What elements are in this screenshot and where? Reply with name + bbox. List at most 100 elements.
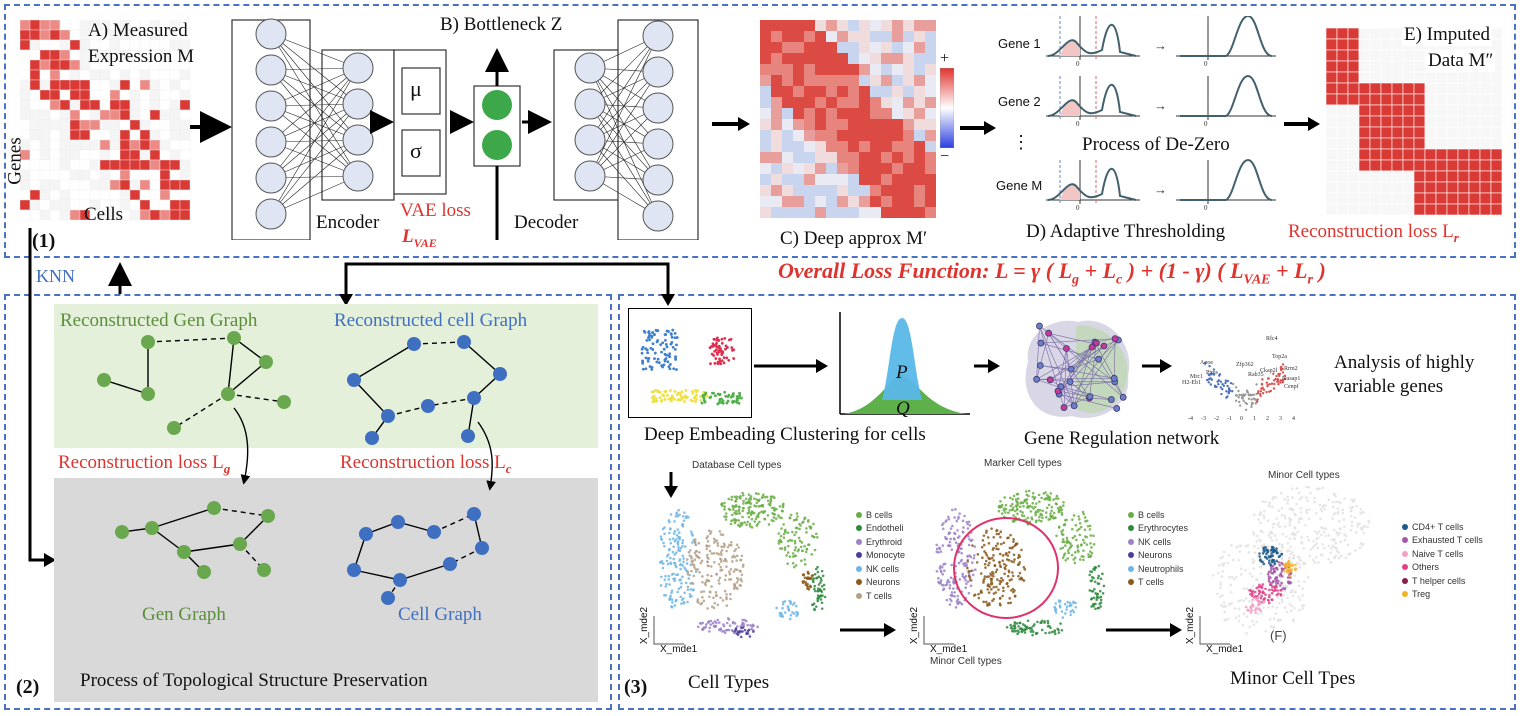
volcano-point [1221, 382, 1224, 386]
network-node [255, 54, 287, 86]
heatmap-cell [903, 174, 914, 185]
umap-point [1300, 540, 1303, 544]
umap-point [668, 538, 672, 541]
volcano-point [1246, 391, 1250, 394]
umap-point [995, 529, 998, 533]
grn-edge [1048, 333, 1072, 370]
umap-point [1071, 527, 1074, 531]
umap-point [1277, 509, 1281, 513]
umap-point [772, 506, 776, 510]
scatter-point [673, 347, 677, 351]
umap-point [728, 508, 732, 512]
umap-point [1073, 556, 1077, 559]
scatter-point [715, 336, 719, 340]
umap-point [1269, 531, 1272, 535]
umap-point [1274, 496, 1278, 499]
umap-point [1031, 633, 1034, 637]
gene-label: Rrm2 [1284, 366, 1298, 372]
scatter-point [732, 357, 736, 360]
umap-point [676, 590, 679, 594]
volcano-point [1268, 383, 1271, 386]
heatmap-cell [837, 31, 848, 42]
umap-point [1294, 590, 1297, 594]
umap-point [1078, 533, 1082, 537]
umap-point [706, 540, 710, 543]
umap-point [1289, 572, 1293, 575]
heatmap-cell [782, 53, 793, 64]
umap-point [1319, 517, 1322, 521]
umap-point [1020, 630, 1024, 634]
umap-point [682, 560, 685, 564]
umap-point [1336, 507, 1340, 510]
volcano-point [1224, 381, 1227, 385]
umap-point [1272, 625, 1276, 629]
scatter-point [695, 390, 698, 394]
umap-point [1071, 608, 1074, 612]
umap-point [1314, 512, 1318, 515]
umap-point [1048, 631, 1051, 635]
heatmap-cell [881, 141, 892, 152]
scatter-point [715, 345, 718, 348]
umap-point [750, 526, 754, 529]
encoder-label: Encoder [316, 212, 380, 233]
grn-node [1107, 396, 1115, 403]
legend-item: Neurons [856, 576, 905, 590]
umap-point [665, 582, 668, 586]
heatmap-cell [903, 53, 914, 64]
volcano-point [1250, 393, 1254, 397]
heatmap-cell [815, 86, 826, 97]
grn-node [1111, 335, 1119, 343]
scatter-point [711, 391, 714, 395]
legend-label: Neurons [1138, 550, 1173, 561]
umap-point [1052, 511, 1056, 515]
scatter-point [666, 360, 670, 364]
umap-point [809, 527, 813, 530]
umap-point [712, 606, 716, 610]
umap-point [794, 554, 797, 558]
umap-point [787, 608, 791, 611]
grn-node [1119, 393, 1127, 401]
umap-point [1305, 511, 1309, 514]
umap-point [1077, 527, 1081, 531]
umap-point [1061, 504, 1065, 507]
umap-point [693, 566, 696, 569]
network-edge [270, 139, 359, 215]
umap-point [1247, 551, 1251, 554]
umap-point [1258, 583, 1261, 587]
umap-point [782, 532, 786, 536]
umap-point [681, 525, 685, 528]
umap-point [691, 563, 694, 566]
umap-point [1012, 520, 1016, 523]
umap-point [1298, 562, 1301, 566]
umap-point [689, 555, 693, 558]
overall-loss-function: Overall Loss Function: L = γ ( Lg + Lc )… [778, 258, 1326, 288]
umap-point [683, 566, 686, 570]
umap-point [1286, 498, 1290, 502]
scatter-point [682, 395, 686, 399]
umap-point [1283, 525, 1287, 528]
umap-point [1317, 487, 1321, 491]
umap-point [700, 559, 704, 563]
umap-point [713, 601, 717, 605]
scatter-point [670, 335, 674, 339]
umap-point [735, 559, 738, 562]
scatter-point [645, 348, 649, 352]
umap-point [999, 580, 1003, 584]
umap-point [1058, 604, 1062, 607]
umap-point [716, 618, 720, 622]
cell-graph-edge [353, 343, 415, 381]
scatter-point [712, 337, 716, 341]
umap-point [794, 546, 798, 549]
umap-point [678, 578, 681, 582]
umap-point [1267, 561, 1271, 565]
umap-point [719, 551, 723, 554]
umap-point [973, 545, 976, 548]
volcano-point [1251, 401, 1254, 405]
heatmap-cell [793, 86, 804, 97]
umap-point [781, 602, 785, 606]
umap-point [1262, 606, 1265, 609]
umap-point [968, 524, 972, 527]
umap1-title: Database Cell types [692, 460, 782, 471]
umap-point [734, 509, 738, 513]
heatmap-cell [925, 64, 936, 75]
